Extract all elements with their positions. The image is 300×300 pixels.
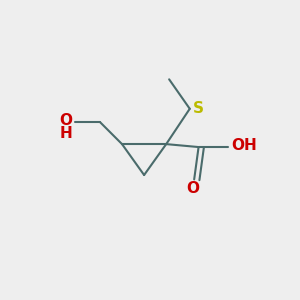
Text: O: O	[231, 138, 244, 153]
Text: H: H	[59, 126, 72, 141]
Text: S: S	[193, 101, 204, 116]
Text: O: O	[59, 113, 72, 128]
Text: O: O	[186, 181, 199, 196]
Text: H: H	[243, 138, 256, 153]
